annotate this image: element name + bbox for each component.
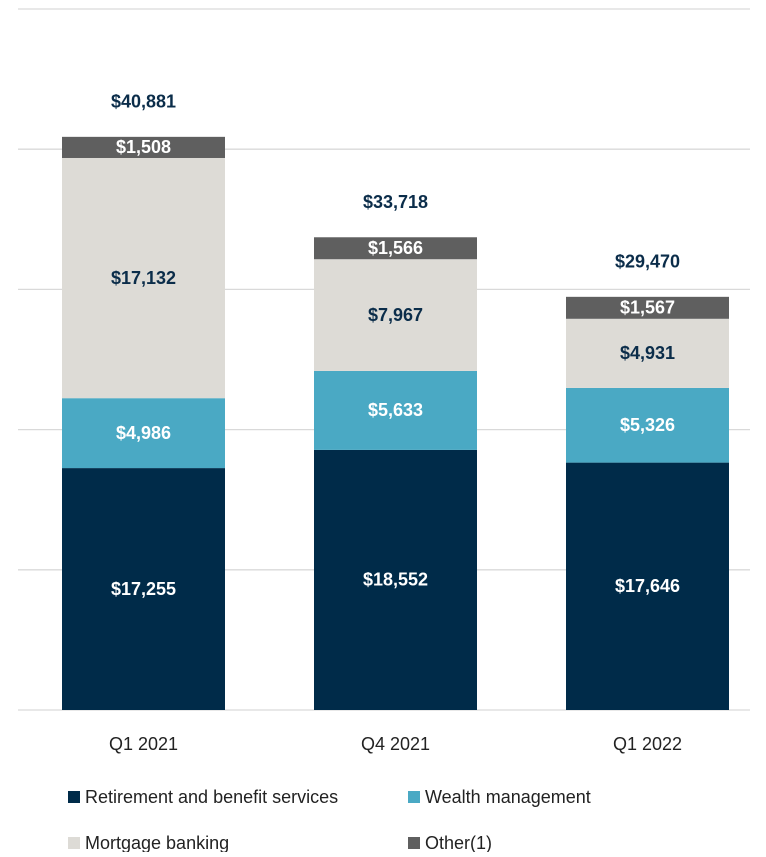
total-label: $29,470 [615,252,680,272]
x-tick-label: Q1 2021 [109,734,178,754]
legend-swatch [68,837,80,849]
value-label: $17,132 [111,268,176,288]
bar-segment [62,157,225,399]
bar-segment [314,237,477,260]
value-label: $5,326 [620,415,675,435]
bar-segment [566,387,729,463]
bar-segment [314,259,477,371]
total-label: $40,881 [111,92,176,112]
legend-swatch [408,837,420,849]
value-label: $17,646 [615,576,680,596]
value-label: $17,255 [111,579,176,599]
bar-segment [566,462,729,710]
value-label: $1,508 [116,137,171,157]
legend-swatch [68,791,80,803]
legend-label: Mortgage banking [85,833,229,852]
total-label: $33,718 [363,192,428,212]
legend-label: Retirement and benefit services [85,787,338,807]
value-label: $1,566 [368,238,423,258]
x-tick-label: Q4 2021 [361,734,430,754]
value-label: $4,931 [620,343,675,363]
legend-swatch [408,791,420,803]
legend-label: Other(1) [425,833,492,852]
bar-segment [62,468,225,710]
bar-segment [62,398,225,469]
bar-segment [62,136,225,158]
bar-segment [566,318,729,388]
value-label: $18,552 [363,570,428,590]
bar-segment [566,296,729,319]
value-label: $1,567 [620,298,675,318]
bar-segment [314,449,477,710]
value-label: $4,986 [116,423,171,443]
legend-label: Wealth management [425,787,591,807]
value-label: $7,967 [368,305,423,325]
value-label: $5,633 [368,400,423,420]
x-tick-label: Q1 2022 [613,734,682,754]
bar-segment [314,370,477,450]
